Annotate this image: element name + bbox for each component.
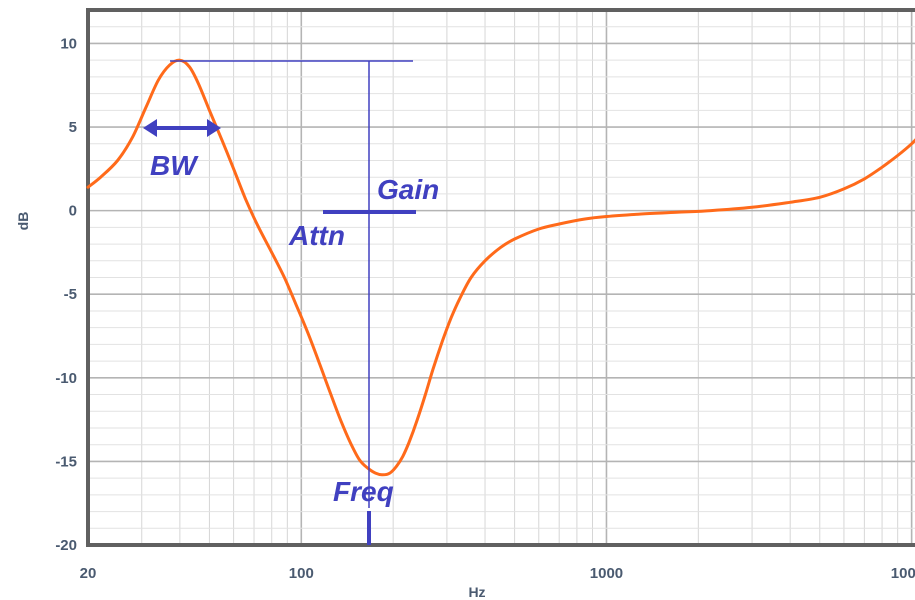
y-tick-label: 0: [69, 203, 77, 220]
y-tick-label: -20: [55, 537, 77, 554]
frequency-response-curve: [86, 58, 915, 477]
y-tick-label: -15: [55, 453, 77, 470]
annotation-attn: Attn: [288, 220, 345, 251]
bandwidth-arrow-right-head: [207, 119, 221, 137]
x-axis-title: Hz: [468, 584, 485, 600]
annotation-overlay: BW Gain Attn Freq: [143, 60, 439, 545]
annotation-bw: BW: [150, 150, 199, 181]
y-tick-label: -5: [64, 286, 77, 303]
x-tick-labels: 20 100 1000 10000: [80, 565, 915, 582]
series-layer: [86, 58, 915, 477]
grid-lines: [87, 9, 915, 546]
x-tick-label: 100: [289, 565, 314, 582]
annotation-freq: Freq: [333, 476, 394, 507]
annotation-gain: Gain: [377, 174, 439, 205]
y-tick-label: 10: [60, 35, 77, 52]
x-tick-label: 20: [80, 565, 97, 582]
y-tick-label: 5: [69, 119, 77, 136]
y-axis-title: dB: [15, 212, 31, 231]
y-tick-labels: 10 5 0 -5 -10 -15 -20: [55, 35, 77, 554]
bandwidth-arrow-left-head: [143, 119, 157, 137]
x-tick-label: 10000: [891, 565, 915, 582]
x-tick-label: 1000: [590, 565, 623, 582]
y-tick-label: -10: [55, 370, 77, 387]
